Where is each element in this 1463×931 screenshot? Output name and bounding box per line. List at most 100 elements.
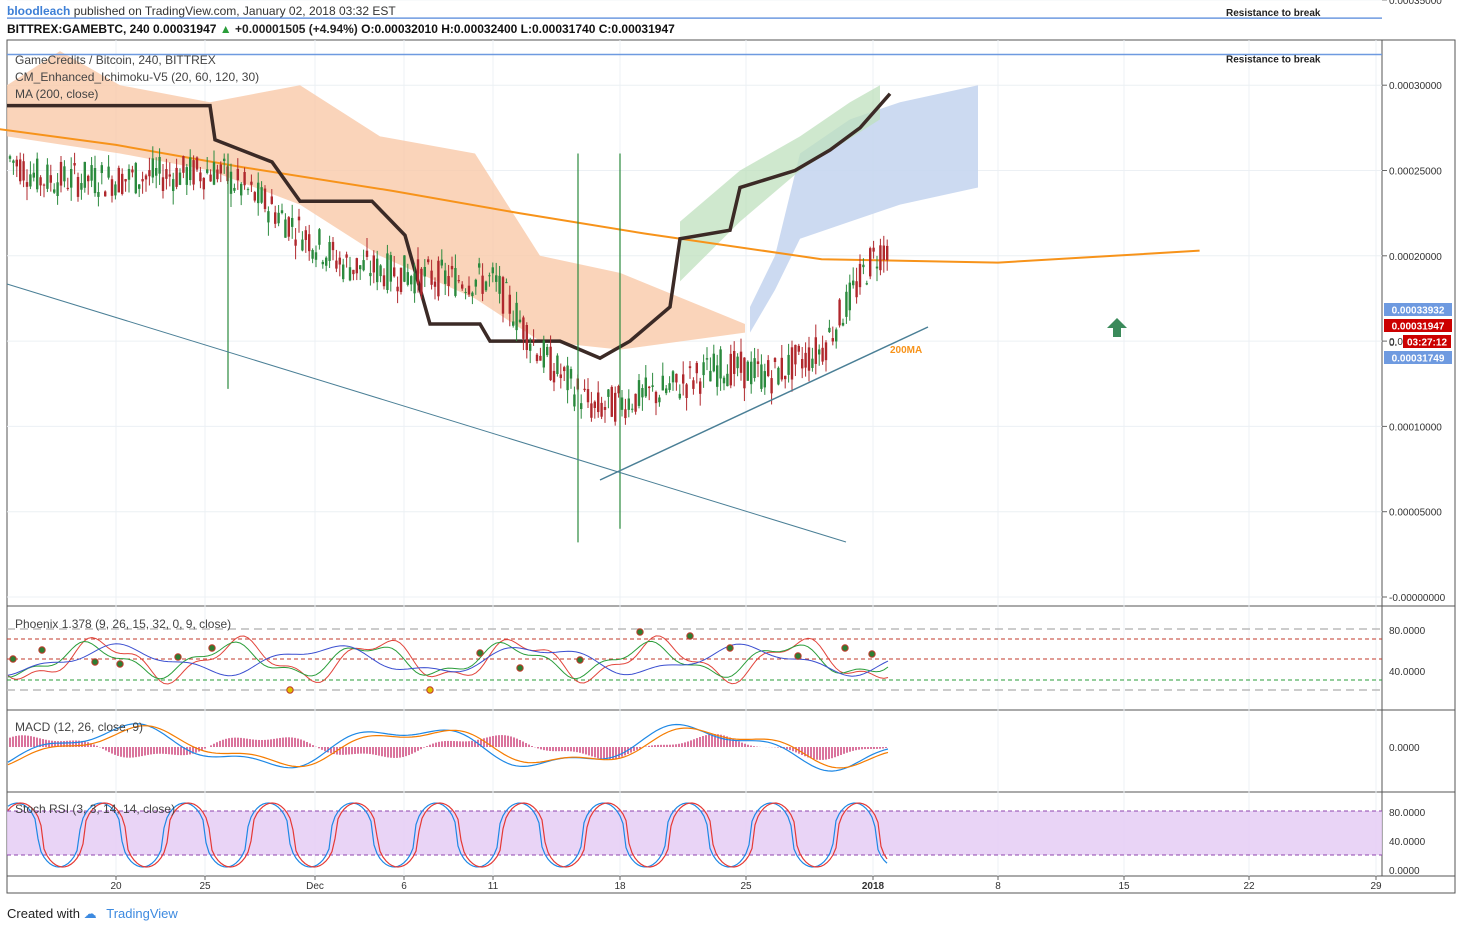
candle bbox=[563, 365, 566, 382]
candle-body bbox=[760, 364, 763, 389]
candle bbox=[617, 384, 620, 398]
candle bbox=[32, 163, 35, 182]
countdown-tag: 03:27:12 bbox=[1403, 335, 1451, 349]
candle-body bbox=[651, 385, 654, 387]
candle bbox=[529, 337, 532, 364]
candle-body bbox=[515, 302, 518, 331]
candle bbox=[661, 362, 664, 391]
candle-body bbox=[671, 371, 675, 383]
candle-body bbox=[838, 299, 841, 326]
candle-body bbox=[692, 380, 695, 389]
x-tick-label: 15 bbox=[1118, 881, 1130, 892]
open-label: O: bbox=[361, 22, 375, 36]
candle bbox=[722, 375, 726, 391]
candle-body bbox=[573, 394, 576, 407]
candle-body bbox=[845, 291, 848, 317]
x-tick-label: 22 bbox=[1243, 881, 1255, 892]
candle bbox=[127, 164, 131, 193]
candle bbox=[46, 158, 49, 193]
author-link[interactable]: bloodleach bbox=[7, 4, 71, 18]
candle-body bbox=[770, 378, 773, 394]
candle-body bbox=[127, 168, 131, 180]
candle bbox=[297, 208, 301, 233]
candle bbox=[461, 281, 464, 291]
candle-body bbox=[110, 179, 114, 196]
resistance-low-tag-text: 0.00031749 bbox=[1392, 354, 1445, 365]
macd-legend[interactable]: MACD (12, 26, close, 9) bbox=[15, 720, 144, 734]
candle bbox=[743, 357, 746, 402]
candle bbox=[481, 263, 484, 302]
candle-body bbox=[185, 167, 188, 185]
candle-body bbox=[508, 294, 511, 314]
candle-body bbox=[233, 187, 236, 191]
candle-body bbox=[835, 329, 838, 342]
candle-body bbox=[97, 191, 100, 197]
legend-title[interactable]: GameCredits / Bitcoin, 240, BITTREX bbox=[15, 53, 216, 67]
candle bbox=[148, 157, 151, 186]
candle-body bbox=[304, 230, 307, 240]
candle bbox=[498, 265, 501, 304]
candle bbox=[192, 155, 195, 191]
candle bbox=[845, 284, 848, 324]
candle bbox=[342, 258, 345, 283]
candle-body bbox=[593, 401, 596, 408]
last-price: 0.00031947 bbox=[153, 22, 217, 36]
candle-body bbox=[661, 375, 664, 391]
x-tick-label: 18 bbox=[614, 881, 626, 892]
phoenix-legend[interactable]: Phoenix 1.378 (9, 26, 15, 32, 0, 9, clos… bbox=[15, 617, 232, 631]
candle-body bbox=[386, 253, 389, 291]
tradingview-link[interactable]: TradingView bbox=[106, 906, 178, 921]
candle-body bbox=[777, 367, 780, 385]
candle-body bbox=[546, 346, 549, 356]
candle-body bbox=[648, 386, 651, 389]
candle-body bbox=[250, 181, 253, 185]
candle bbox=[865, 280, 868, 286]
candle bbox=[393, 255, 396, 278]
candle bbox=[253, 190, 256, 203]
candle-body bbox=[121, 173, 124, 195]
candle-body bbox=[287, 217, 290, 237]
candle bbox=[855, 267, 858, 304]
phoenix-signal-dot bbox=[516, 664, 524, 672]
candle-body bbox=[542, 340, 545, 368]
candle-body bbox=[464, 291, 467, 293]
macd-signal-line bbox=[7, 725, 889, 769]
last-price-tag: 0.00031947 bbox=[1384, 319, 1452, 333]
candle bbox=[437, 256, 440, 301]
candle-body bbox=[199, 172, 202, 182]
candle-body bbox=[15, 159, 18, 167]
candle bbox=[83, 161, 86, 193]
candle-body bbox=[682, 374, 685, 384]
candle bbox=[121, 168, 124, 196]
candle bbox=[138, 184, 141, 198]
candle-body bbox=[654, 391, 658, 404]
candle bbox=[848, 274, 851, 321]
candle bbox=[471, 291, 474, 305]
candle-body bbox=[76, 176, 80, 197]
candle bbox=[155, 157, 158, 189]
candle bbox=[15, 155, 18, 178]
candle-body bbox=[165, 169, 168, 179]
descending-trendline bbox=[6, 283, 847, 543]
candle-body bbox=[389, 255, 392, 282]
candle bbox=[321, 259, 324, 269]
phoenix-signal-dot bbox=[9, 655, 17, 663]
candle-body bbox=[597, 392, 600, 413]
candle bbox=[600, 396, 603, 420]
candle-body bbox=[107, 166, 110, 178]
candle-body bbox=[355, 258, 358, 274]
candle bbox=[56, 173, 59, 205]
phoenix-blue-line bbox=[7, 643, 889, 677]
stoch-legend[interactable]: Stoch RSI (3, 3, 14, 14, close) bbox=[15, 802, 176, 816]
candle-body bbox=[586, 389, 590, 403]
candle bbox=[8, 154, 12, 163]
candle bbox=[382, 268, 386, 290]
legend-ichimoku[interactable]: CM_Enhanced_Ichimoku-V5 (20, 60, 120, 30… bbox=[15, 70, 260, 84]
y-tick-label: 0.00025000 bbox=[1389, 167, 1442, 178]
candle bbox=[709, 357, 712, 382]
legend-ma[interactable]: MA (200, close) bbox=[15, 87, 99, 101]
candle bbox=[597, 381, 600, 418]
x-tick-label: 29 bbox=[1370, 881, 1382, 892]
phoenix-signal-dot bbox=[841, 644, 849, 652]
